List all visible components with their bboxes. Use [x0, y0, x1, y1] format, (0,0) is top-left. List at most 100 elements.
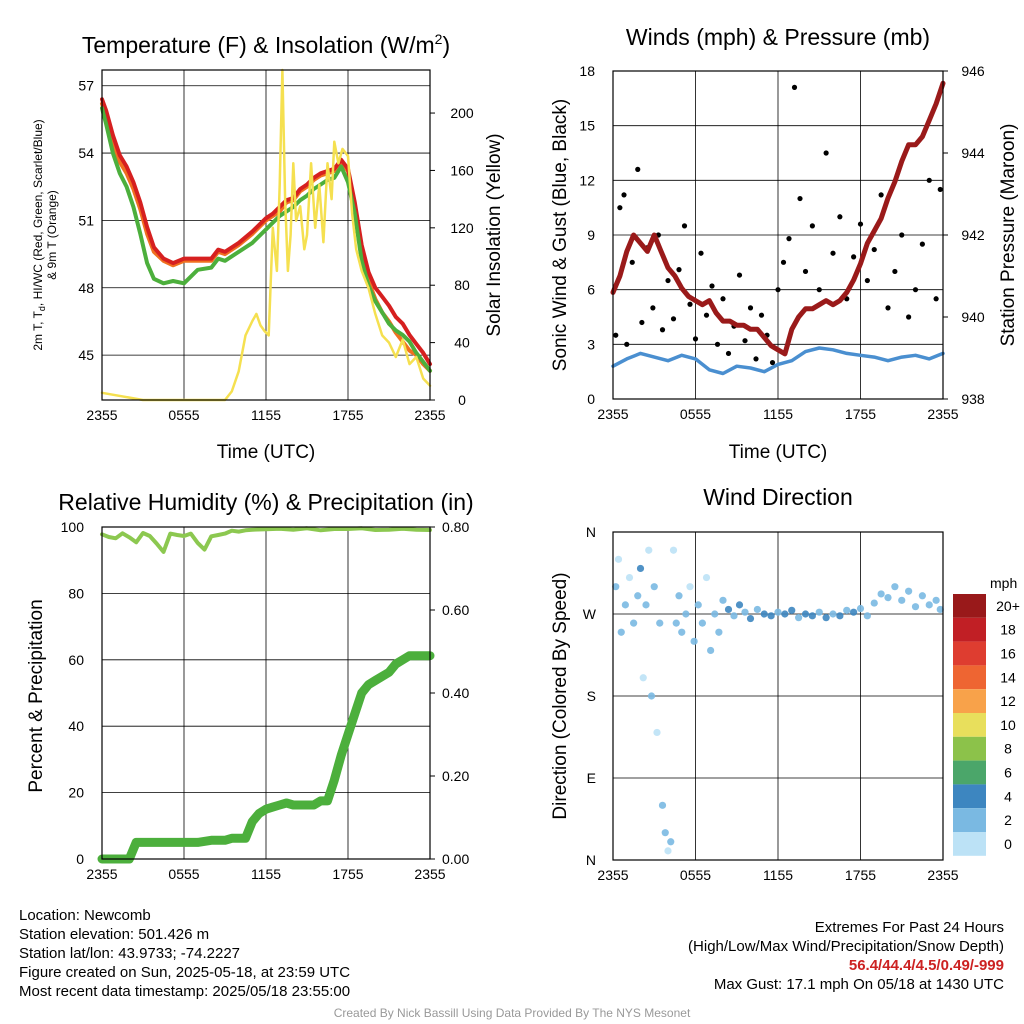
humidity-y-tick-label: 80 — [68, 585, 84, 601]
gust-point — [837, 214, 843, 220]
direction-point — [918, 592, 926, 600]
direction-point — [707, 646, 715, 655]
direction-point — [625, 573, 634, 582]
colorbar-swatch — [953, 617, 986, 642]
direction-point — [634, 592, 642, 600]
direction-point — [715, 628, 723, 636]
gust-point — [720, 296, 726, 302]
humidity-y-right-tick-label: 0.00 — [442, 851, 469, 867]
gust-point — [698, 250, 704, 256]
direction-y-tick-label: E — [587, 770, 596, 786]
direction-point — [694, 601, 702, 609]
temperature-title: Temperature (F) & Insolation (W/m2) — [82, 31, 450, 58]
gust-point — [650, 305, 656, 311]
temperature-plot-frame — [101, 69, 431, 401]
gust-point — [621, 192, 627, 198]
direction-point — [630, 619, 638, 627]
gust-point — [758, 312, 765, 318]
colorbar-swatch — [953, 760, 986, 785]
gust-point — [617, 205, 623, 211]
direction-point — [645, 546, 653, 554]
direction-point — [898, 596, 906, 604]
winds-title: Winds (mph) & Pressure (mb) — [626, 24, 930, 50]
colorbar-swatch — [953, 665, 986, 690]
gust-point — [742, 338, 748, 344]
temperature-y-right-tick-label: 40 — [454, 335, 470, 351]
extremes-values: 56.4/44.4/4.5/0.49/-999 — [848, 957, 1004, 974]
colorbar-label: 18 — [1000, 622, 1016, 638]
colorbar-swatch — [953, 594, 986, 618]
humidity-x-tick-label: 2355 — [414, 866, 445, 882]
temperature-x-tick-label: 1155 — [251, 407, 281, 423]
gust-point — [802, 268, 809, 275]
direction-point — [719, 596, 727, 604]
temperature-x-tick-label: 1755 — [332, 407, 363, 423]
direction-point — [911, 603, 920, 611]
humidity-y-tick-label: 0 — [76, 851, 84, 867]
direction-x-tick-label: 1155 — [763, 867, 793, 883]
gust-point — [780, 259, 787, 265]
direction-x-tick-label: 1755 — [845, 867, 876, 883]
colorbar-label: 6 — [1004, 765, 1012, 781]
direction-point — [669, 546, 678, 554]
created-text: Figure created on Sun, 2025-05-18, at 23… — [19, 964, 351, 981]
direction-point — [781, 610, 789, 618]
direction-point — [843, 606, 851, 614]
temperature-y-tick-label: 51 — [78, 212, 94, 228]
winds-y-right-tick-label: 938 — [961, 391, 985, 407]
direction-grid — [613, 532, 943, 860]
colorbar-swatch — [953, 736, 986, 761]
temperature-series — [100, 68, 432, 402]
winds-y-right-tick-label: 940 — [961, 309, 985, 325]
colorbar-swatch — [953, 713, 986, 737]
humidity-ylabel: Percent & Precipitation — [26, 599, 47, 792]
direction-point — [639, 674, 647, 682]
colorbar-swatch — [953, 641, 986, 666]
winds-x-tick-label: 1755 — [845, 406, 876, 422]
colorbar-label: 4 — [1004, 788, 1012, 804]
winds-ticks: 0 3 6 9 12 15 18 938 940 942 944 946 2355 0555 1155 175… — [579, 63, 984, 422]
winds-y-tick-label: 3 — [587, 336, 595, 352]
station-info: Location: Newcomb Station elevation: 501… — [19, 906, 350, 1001]
direction-point — [617, 628, 625, 636]
direction-point — [801, 610, 810, 618]
winds-x-tick-label: 2355 — [597, 406, 628, 422]
direction-point — [730, 612, 738, 620]
direction-point — [653, 728, 661, 737]
gust-point — [747, 305, 754, 311]
gust-point — [709, 283, 715, 289]
humidity-y-right-tick-label: 0.60 — [442, 602, 469, 618]
temperature-ylabel-line1: 2m T, Td, HI/WC (Red, Green, Scarlet/Blu… — [31, 119, 47, 350]
direction-x-tick-label: 2355 — [597, 867, 628, 883]
colorbar-swatch — [953, 784, 986, 809]
temperature-ylabel-line2: & 9m T (Orange) — [45, 190, 59, 280]
gust-point — [851, 254, 857, 260]
direction-title: Wind Direction — [703, 484, 853, 510]
humidity-title: Relative Humidity (%) & Precipitation (i… — [58, 489, 473, 515]
winds-y-tick-label: 18 — [579, 63, 595, 79]
gust-point — [775, 287, 781, 293]
gust-point — [624, 341, 630, 347]
temperature-ylabel-right: Solar Insolation (Yellow) — [484, 133, 505, 336]
direction-y-tick-label: N — [586, 524, 596, 540]
direction-point — [650, 583, 658, 591]
winds-x-tick-label: 2355 — [927, 406, 958, 422]
direction-point — [905, 587, 913, 595]
gust-point — [725, 350, 732, 357]
direction-point — [647, 692, 656, 700]
humidity-series — [97, 526, 435, 864]
direction-point — [661, 829, 669, 837]
winds-panel: Winds (mph) & Pressure (mb) 0 3 6 9 12 15 18 93… — [550, 24, 1019, 463]
temperature-x-tick-label: 2355 — [414, 407, 445, 423]
gust-point — [687, 301, 693, 307]
direction-point — [932, 596, 940, 604]
direction-y-tick-label: S — [587, 688, 596, 704]
temperature-y-tick-label: 48 — [78, 280, 94, 296]
direction-point — [891, 583, 899, 591]
gust-point — [659, 327, 666, 333]
gust-point — [692, 336, 699, 342]
gust-point — [629, 259, 635, 265]
gust-point — [635, 166, 641, 172]
direction-point — [884, 594, 892, 602]
